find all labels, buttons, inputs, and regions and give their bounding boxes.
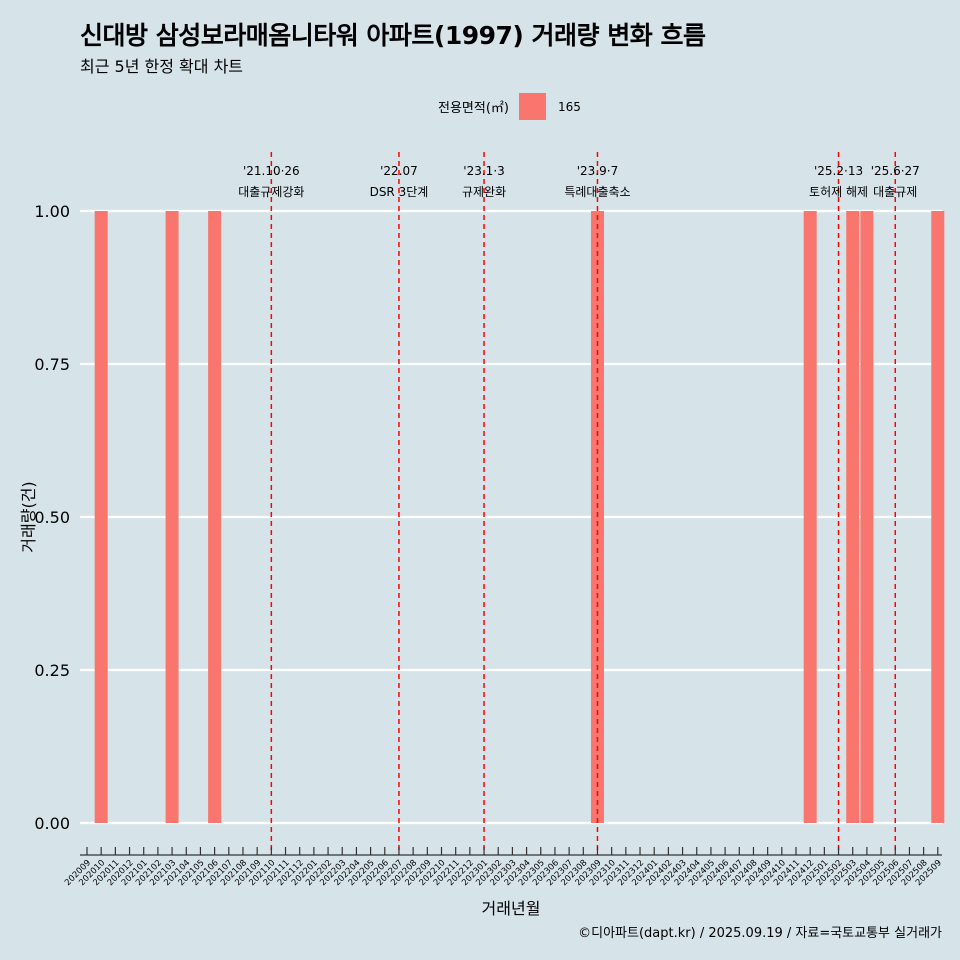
event-date-label: '25.2·13: [814, 164, 863, 178]
chart-title: 신대방 삼성보라매옴니타워 아파트(1997) 거래량 변화 흐름: [80, 21, 706, 50]
bar: [165, 211, 179, 823]
event-name-label: 토허제 해제: [809, 185, 868, 199]
legend-entry-label: 165: [557, 99, 581, 114]
y-tick-label: 0.00: [34, 814, 70, 833]
bar: [860, 211, 874, 823]
x-axis-title: 거래년월: [482, 899, 541, 918]
source-caption: ©디아파트(dapt.kr) / 2025.09.19 / 자료=국토교통부 실…: [578, 926, 942, 941]
y-tick-label: 1.00: [34, 202, 70, 221]
event-name-label: 대출규제강화: [238, 185, 304, 199]
event-name-label: 특례대출축소: [564, 185, 630, 199]
y-tick-label: 0.25: [34, 661, 70, 680]
chart-subtitle: 최근 5년 한정 확대 차트: [80, 57, 244, 76]
event-name-label: 규제완화: [462, 185, 506, 199]
event-date-label: '25.6·27: [871, 164, 920, 178]
event-name-label: 대출규제: [873, 185, 917, 199]
y-axis-title: 거래량(건): [19, 481, 38, 552]
y-tick-label: 0.50: [34, 508, 70, 527]
legend-title: 전용면적(㎡): [438, 101, 509, 116]
event-date-label: '21.10·26: [243, 164, 300, 178]
event-date-label: '23.9·7: [577, 164, 618, 178]
legend-swatch: [518, 93, 546, 120]
event-name-label: DSR 3단계: [370, 185, 429, 199]
event-date-label: '22.07: [380, 164, 418, 178]
bar: [931, 211, 945, 823]
bar: [846, 211, 860, 823]
event-date-label: '23.1·3: [463, 164, 504, 178]
bar: [803, 211, 817, 823]
y-tick-label: 0.75: [34, 355, 70, 374]
bar: [208, 211, 222, 823]
legend: 전용면적(㎡) 165: [438, 93, 581, 120]
bar: [94, 211, 108, 823]
